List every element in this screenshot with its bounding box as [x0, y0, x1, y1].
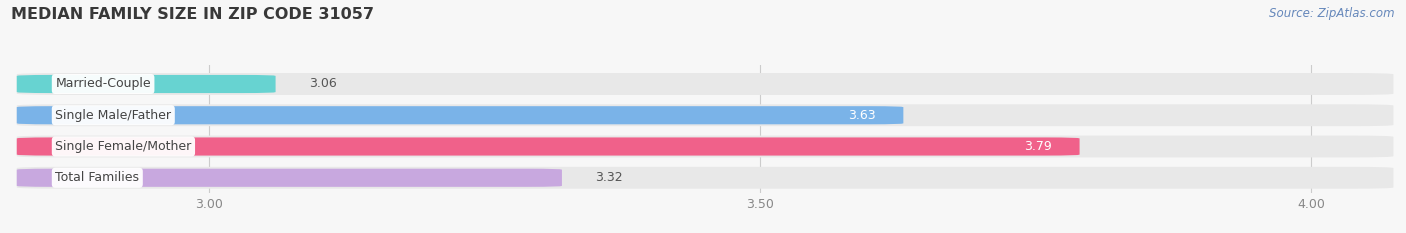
- Text: Married-Couple: Married-Couple: [55, 78, 150, 90]
- Text: 3.79: 3.79: [1025, 140, 1052, 153]
- Text: Total Families: Total Families: [55, 171, 139, 184]
- FancyBboxPatch shape: [17, 169, 562, 187]
- Text: MEDIAN FAMILY SIZE IN ZIP CODE 31057: MEDIAN FAMILY SIZE IN ZIP CODE 31057: [11, 7, 374, 22]
- FancyBboxPatch shape: [17, 137, 1080, 156]
- FancyBboxPatch shape: [17, 167, 1393, 189]
- Text: Single Female/Mother: Single Female/Mother: [55, 140, 191, 153]
- FancyBboxPatch shape: [17, 104, 1393, 126]
- FancyBboxPatch shape: [17, 106, 903, 124]
- Text: 3.06: 3.06: [308, 78, 336, 90]
- Text: Single Male/Father: Single Male/Father: [55, 109, 172, 122]
- FancyBboxPatch shape: [17, 73, 1393, 95]
- Text: 3.63: 3.63: [848, 109, 876, 122]
- FancyBboxPatch shape: [17, 75, 276, 93]
- Text: Source: ZipAtlas.com: Source: ZipAtlas.com: [1270, 7, 1395, 20]
- Text: 3.32: 3.32: [595, 171, 623, 184]
- FancyBboxPatch shape: [17, 136, 1393, 158]
